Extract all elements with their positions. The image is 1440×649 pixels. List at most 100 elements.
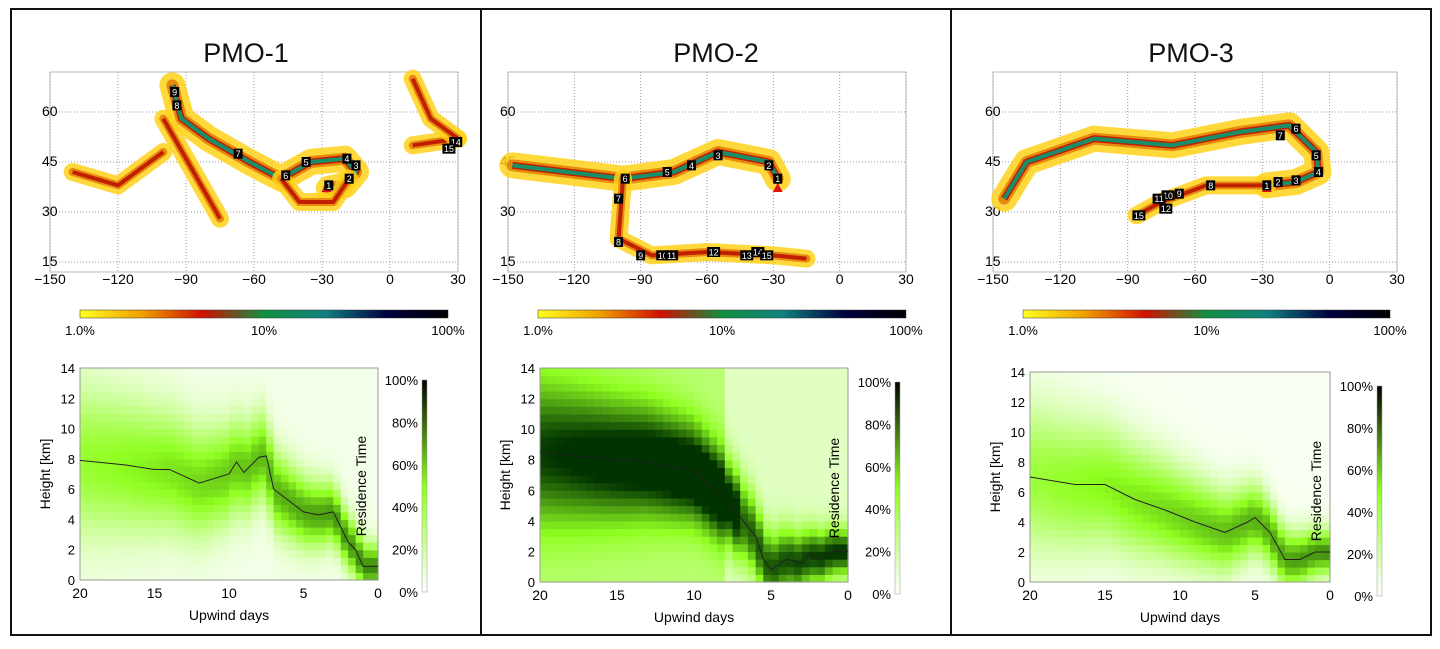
heatmap-cell	[694, 467, 703, 476]
heatmap-cell	[840, 436, 849, 446]
heatmap-cell	[670, 398, 680, 407]
heatmap-cell	[717, 559, 726, 568]
heatmap-cell	[124, 496, 133, 505]
heatmap-cell	[1277, 409, 1286, 418]
heatmap-cell	[1300, 507, 1309, 516]
heatmap-cell	[547, 452, 556, 461]
heatmap-cell	[348, 527, 357, 536]
heatmap-cell	[817, 459, 826, 468]
heatmap-cell	[1262, 432, 1271, 441]
heatmap-cell	[540, 436, 549, 446]
heatmap-cell	[786, 429, 795, 438]
heatmap-cell	[258, 474, 267, 483]
heatmap-cell	[755, 467, 764, 476]
heatmap-cell	[1225, 484, 1234, 493]
heatmap-cell	[251, 504, 260, 513]
heatmap-cell	[184, 519, 193, 528]
heatmap-cell	[1240, 424, 1249, 433]
heatmap-cell	[296, 564, 305, 574]
heatmap-cell	[609, 452, 618, 461]
heatmap-cell	[176, 398, 185, 407]
heatmap-cell	[303, 557, 312, 566]
heatmap-cell	[1240, 477, 1249, 486]
heatmap-cell	[717, 536, 726, 545]
heatmap-cell	[1120, 409, 1129, 418]
heatmap-cell	[139, 496, 148, 505]
heatmap-cell	[1210, 574, 1219, 583]
heatmap-cell	[199, 557, 208, 566]
heatmap-cell	[740, 436, 749, 446]
heatmap-cell	[1285, 492, 1294, 501]
heatmap-cell	[243, 368, 252, 377]
heatmap-cell	[732, 390, 741, 400]
heatmap-cell	[199, 489, 208, 498]
heatmap-cell	[1090, 522, 1099, 531]
heatmap-cell	[1045, 529, 1054, 538]
heatmap-cell	[540, 559, 549, 568]
heatmap-cell	[1060, 432, 1069, 441]
heatmap-cell	[1127, 499, 1136, 508]
heatmap-cell	[670, 368, 680, 377]
heatmap-cell	[1232, 372, 1241, 381]
heatmap-cell	[94, 390, 103, 399]
day-marker-label: 6	[1293, 124, 1298, 134]
heatmap-cell	[1240, 469, 1249, 478]
heatmap-cell	[1277, 387, 1286, 396]
heatmap-cell	[1060, 424, 1069, 433]
heatmap-cell	[1307, 447, 1316, 456]
heatmap-cell	[1067, 567, 1076, 576]
heatmap-cell	[763, 505, 772, 514]
heatmap-cell	[348, 398, 357, 407]
heatmap-cell	[273, 451, 282, 460]
heatmap-cell	[80, 390, 89, 399]
heatmap-cell	[1307, 417, 1316, 426]
heatmap-cell	[117, 390, 126, 399]
heatmap-cell	[1240, 567, 1249, 576]
heatmap-cell	[363, 405, 372, 415]
heatmap-cell	[1127, 469, 1136, 478]
heatmap-cell	[1322, 469, 1331, 478]
heatmap-cell	[1322, 544, 1331, 553]
heatmap-cell	[199, 405, 208, 415]
heatmap-cell	[355, 383, 364, 392]
heatmap-cell	[236, 451, 245, 460]
heatmap-cell	[1277, 417, 1286, 426]
heatmap-cell	[169, 481, 178, 490]
heatmap-cell	[778, 513, 787, 522]
heatmap-cell	[694, 513, 703, 522]
heatmap-cell	[1262, 439, 1271, 448]
heatmap-cell	[540, 413, 549, 423]
heatmap-cell	[747, 444, 757, 453]
heatmap-cell	[199, 398, 208, 407]
heatmap-cell	[670, 490, 680, 499]
heatmap-cell	[1150, 379, 1159, 388]
heatmap-cell	[229, 519, 238, 528]
heatmap-cell	[1127, 417, 1136, 426]
heatmap-cell	[678, 375, 687, 384]
heatmap-cell	[147, 443, 156, 452]
heatmap-cell	[94, 564, 103, 574]
heatmap-cell	[296, 375, 305, 384]
heatmap-cell	[147, 572, 156, 581]
heatmap-cell	[199, 564, 208, 574]
heatmap-cell	[1127, 567, 1136, 576]
heatmap-cell	[229, 534, 238, 543]
heatmap-cell	[817, 375, 826, 384]
heatmap-cell	[303, 383, 312, 392]
heatmap-cell	[709, 559, 718, 568]
heatmap-cell	[273, 474, 282, 483]
heatmap-cell	[80, 443, 89, 452]
heatmap-cell	[1300, 484, 1309, 493]
heatmap-cell	[154, 489, 163, 498]
heatmap-cell	[1225, 417, 1234, 426]
heatmap-cell	[740, 482, 749, 491]
heatmap-cell	[206, 413, 215, 422]
heatmap-cell	[786, 452, 795, 461]
heatmap-cell	[303, 572, 312, 581]
heatmap-cell	[199, 451, 208, 460]
heatmap-cell	[124, 481, 133, 490]
heatmap-cell	[655, 551, 664, 560]
heatmap-cell	[640, 566, 649, 575]
heatmap-cell	[1262, 507, 1271, 516]
heatmap-cell	[132, 421, 141, 430]
